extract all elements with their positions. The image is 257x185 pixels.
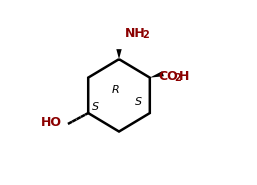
Text: CO: CO [158,70,178,83]
Polygon shape [116,49,122,59]
Text: R: R [112,85,120,95]
Text: 2: 2 [175,73,181,83]
Text: S: S [92,102,99,112]
Text: S: S [135,97,142,107]
Text: NH: NH [125,27,146,40]
Text: 2: 2 [142,30,149,40]
Text: HO: HO [40,116,61,129]
Text: H: H [179,70,189,83]
Polygon shape [150,71,164,78]
